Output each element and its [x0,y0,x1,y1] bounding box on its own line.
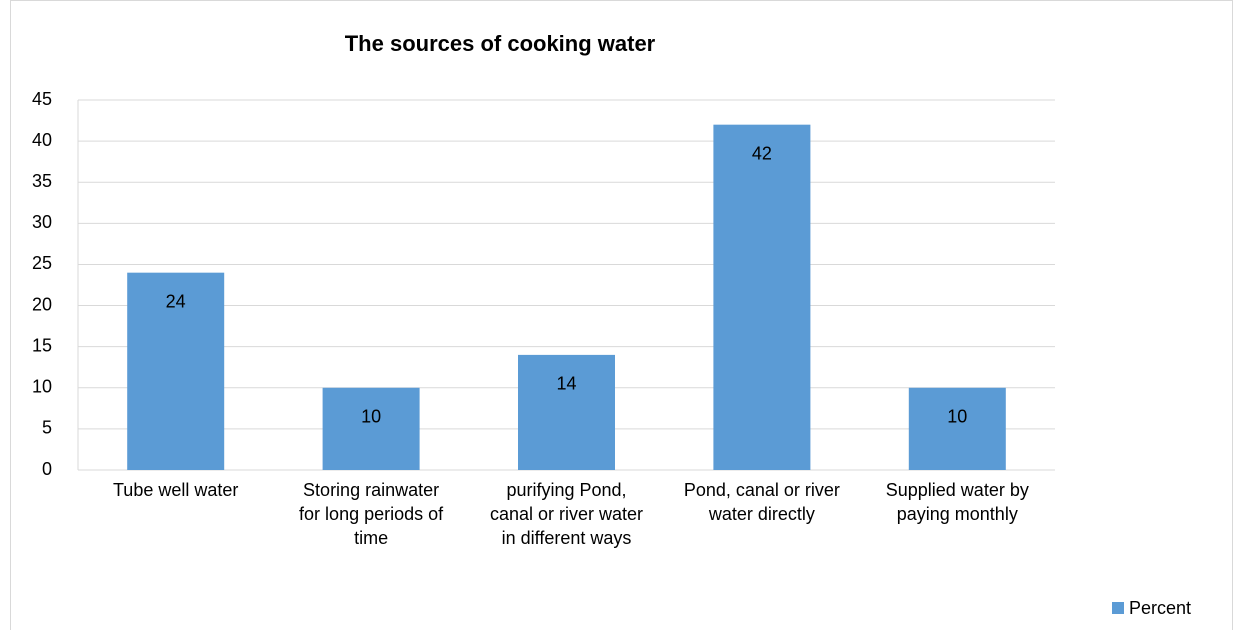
data-label: 42 [752,143,772,163]
y-tick-label: 15 [32,335,52,355]
bar [127,272,225,470]
legend-label: Percent [1129,598,1191,618]
y-tick-label: 25 [32,253,52,273]
bar [908,387,1006,470]
y-tick-label: 10 [32,377,52,397]
bar [713,124,811,471]
y-tick-label: 0 [42,459,52,479]
data-label: 14 [556,374,576,394]
chart-title: The sources of cooking water [345,31,656,56]
bar [518,354,615,470]
x-tick-label: Tube well water [112,480,239,500]
data-label: 10 [361,407,381,427]
bar [322,387,420,470]
x-tick-label: purifying Pond, canal or river water in … [489,480,644,548]
x-tick-label: Storing rainwater for long periods of ti… [299,480,444,548]
data-label: 10 [947,407,967,427]
y-tick-label: 20 [32,294,52,314]
x-tick-label: Supplied water by paying monthly [885,480,1029,524]
y-tick-label: 30 [32,212,52,232]
data-label: 24 [166,291,186,311]
y-tick-label: 40 [32,130,52,150]
y-tick-label: 45 [32,89,52,109]
legend-swatch [1112,602,1124,614]
y-tick-label: 5 [42,418,52,438]
y-tick-label: 35 [32,171,52,191]
chart-border [10,0,1233,630]
x-tick-label: Pond, canal or river water directly [683,480,840,524]
